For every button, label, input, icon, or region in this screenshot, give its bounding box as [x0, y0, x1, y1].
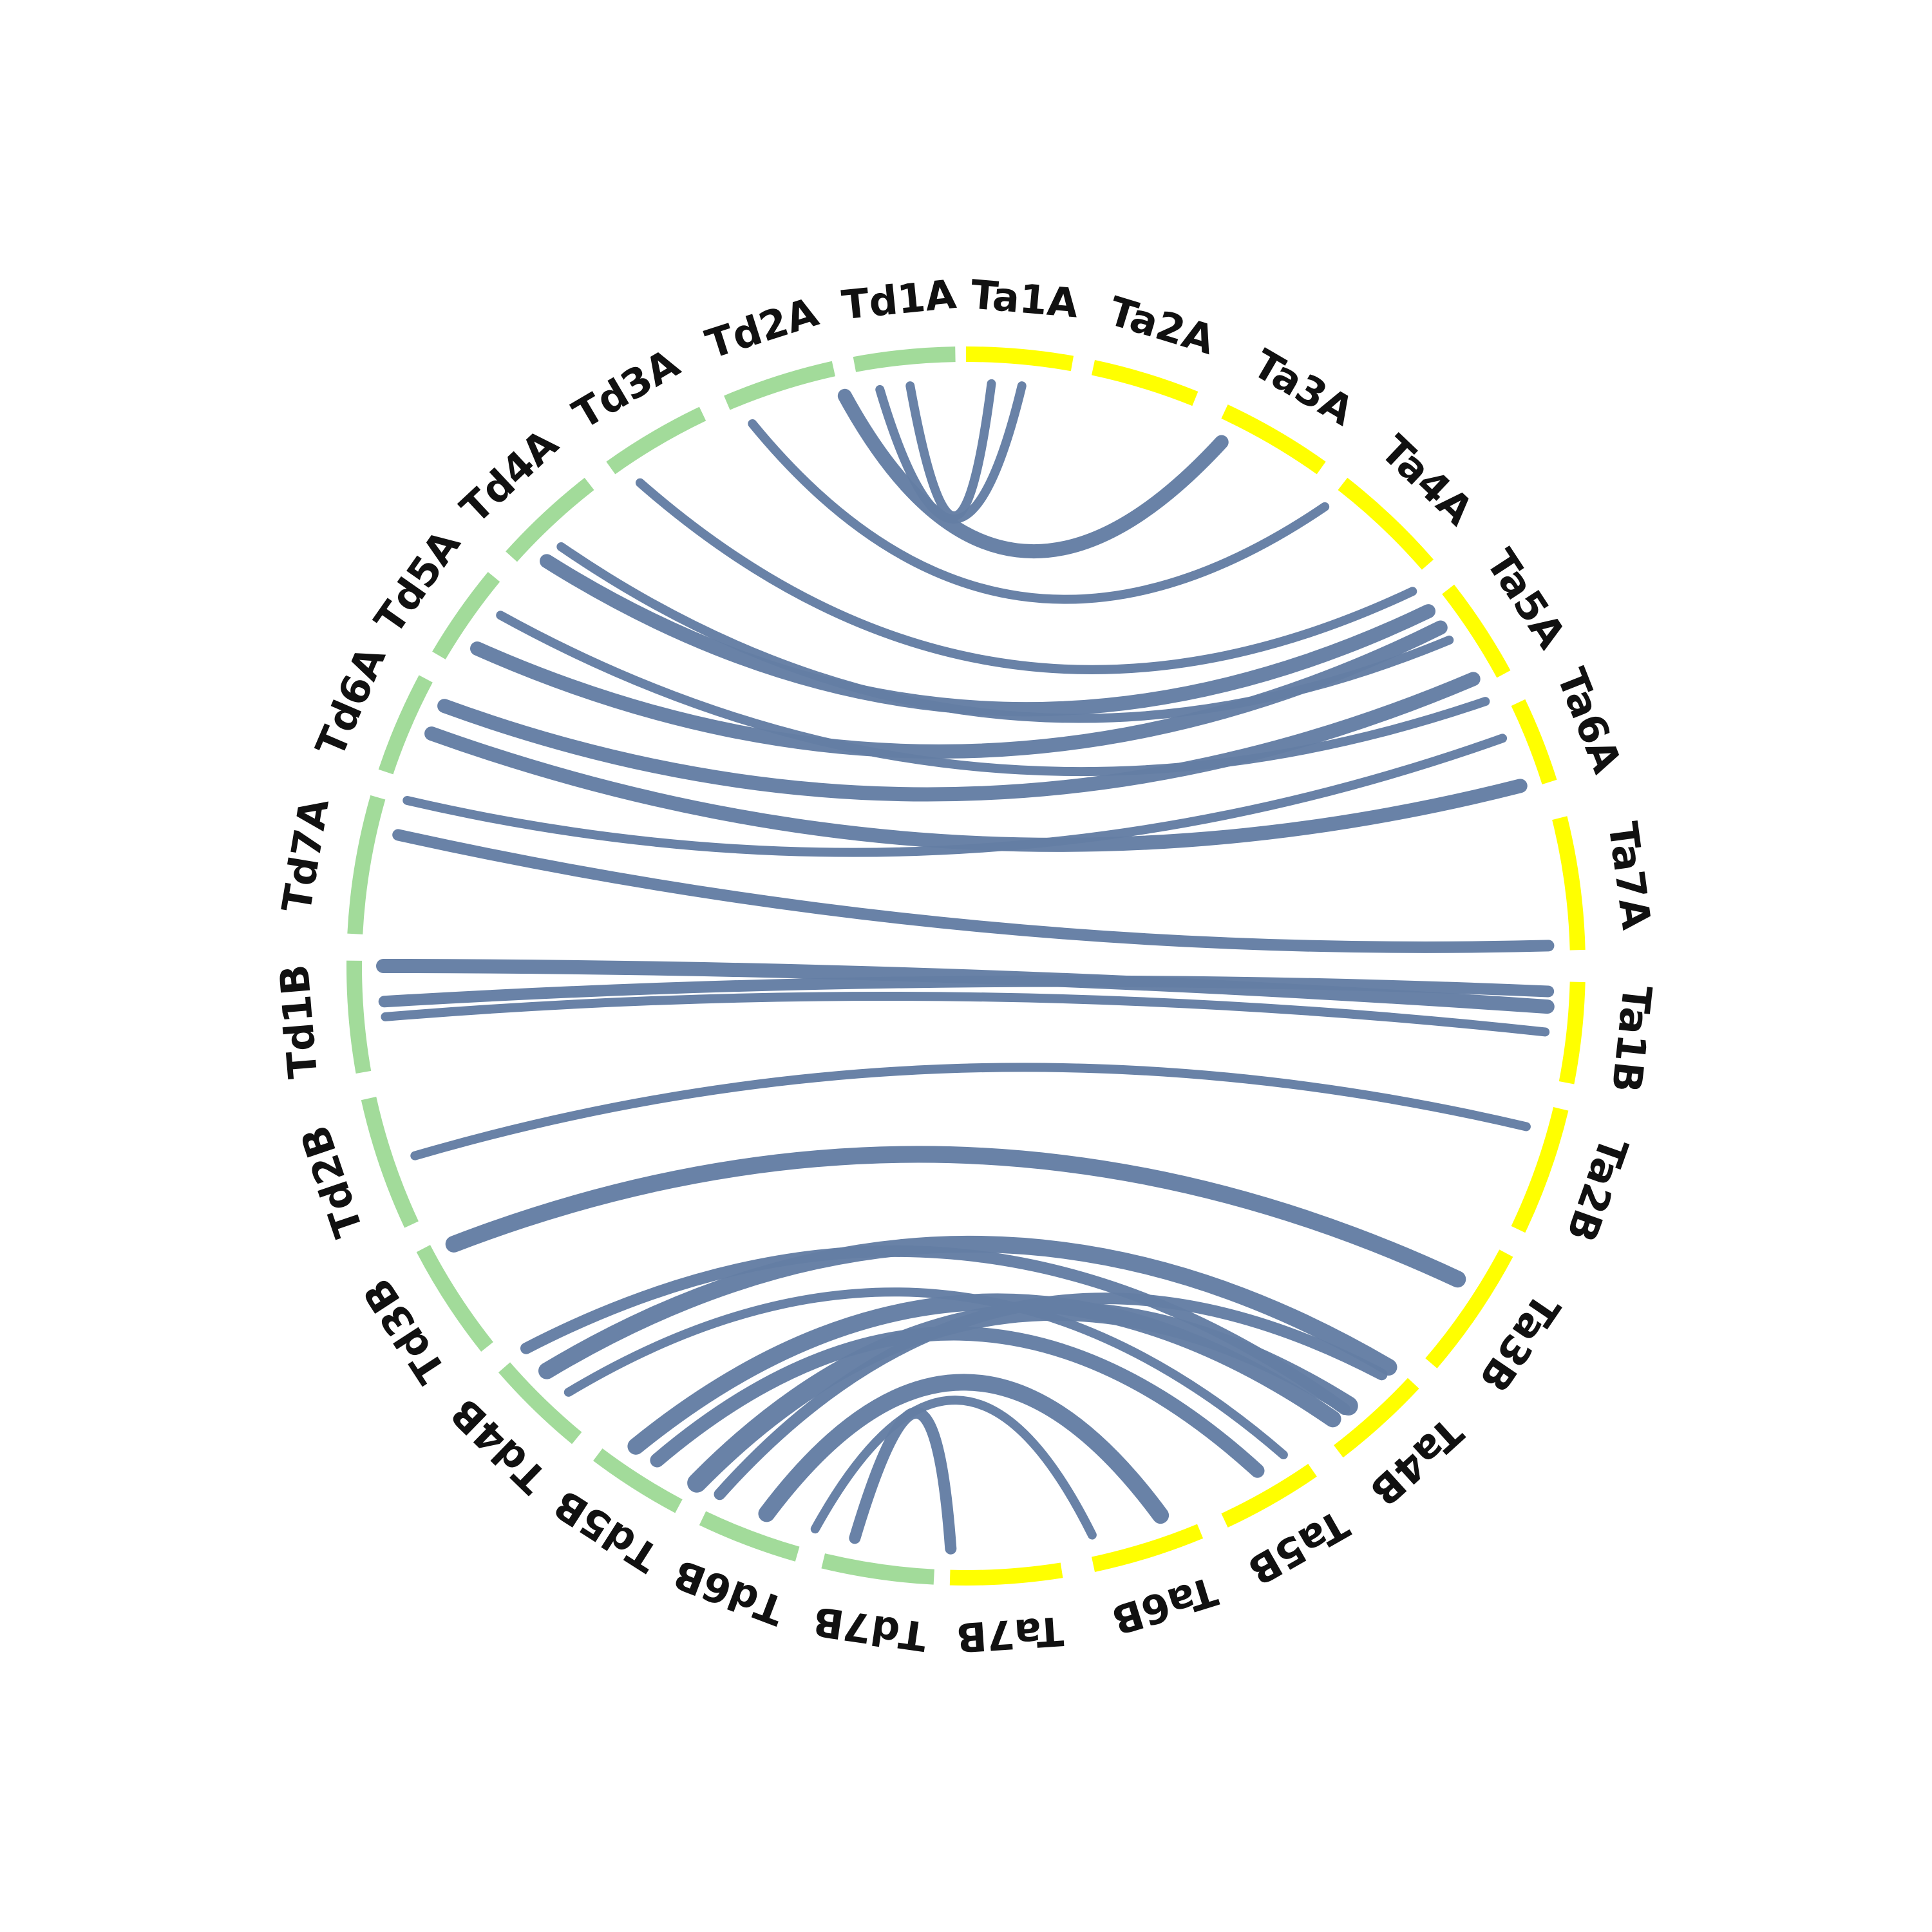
segment-ta5b [1221, 1464, 1317, 1528]
link-26 [810, 1396, 1097, 1540]
link-15 [378, 975, 1555, 1008]
segment-label-ta6a: Ta6A [1548, 662, 1631, 779]
link-10 [437, 672, 1481, 802]
link-12 [402, 734, 1508, 857]
segment-label-td1a: Td1A [840, 270, 958, 328]
segment-label-ta2a: Ta2A [1103, 287, 1220, 364]
segment-td1b [346, 960, 372, 1074]
link-17 [410, 1063, 1531, 1160]
segment-td4a [506, 477, 594, 562]
segment-ta4a [1338, 477, 1434, 570]
link-2 [875, 381, 1027, 524]
segment-td4b [498, 1362, 582, 1444]
link-20 [538, 1235, 1397, 1379]
segment-td5b [593, 1448, 683, 1513]
segment-label-ta7b: Ta7B [955, 1607, 1065, 1662]
segment-label-td6a: Td6A [307, 639, 395, 763]
segment-ta6b [1092, 1524, 1204, 1572]
segment-label-td6b: Td6B [667, 1550, 790, 1634]
segment-label-td2b: Td2B [291, 1120, 372, 1243]
link-3 [905, 379, 996, 520]
link-16 [381, 992, 1550, 1037]
segment-ta7b [949, 1562, 1063, 1586]
segment-ta5a [1442, 584, 1511, 678]
segment-td6b [699, 1511, 800, 1562]
segment-ta3b [1425, 1249, 1513, 1368]
segments-layer [346, 346, 1586, 1586]
link-21 [564, 1287, 1288, 1459]
link-27 [849, 1407, 957, 1555]
link-22 [627, 1293, 1341, 1455]
segment-td7a [347, 795, 386, 934]
segment-ta2a [1092, 360, 1198, 406]
segment-label-ta6b: Ta6B [1106, 1567, 1223, 1644]
segment-ta1b [1558, 981, 1586, 1084]
segment-label-td7b: Td7B [810, 1597, 930, 1660]
segment-label-td2a: Td2A [700, 289, 824, 368]
link-28 [714, 1293, 1388, 1501]
segment-label-ta1b: Ta1B [1602, 983, 1661, 1095]
segment-td3a [606, 406, 706, 475]
segment-td1a [853, 346, 956, 372]
segment-ta6a [1511, 699, 1557, 784]
segment-label-ta7a: Ta7A [1599, 819, 1660, 933]
segment-label-ta3a: Ta3A [1245, 340, 1361, 435]
segment-ta3a [1221, 404, 1326, 475]
link-4 [748, 419, 1330, 604]
segment-td3b [416, 1245, 493, 1352]
segment-label-ta5b: Ta5B [1240, 1501, 1357, 1595]
link-25 [758, 1374, 1170, 1524]
segment-td5a [432, 572, 500, 659]
segment-td7b [821, 1553, 934, 1585]
link-11 [424, 726, 1528, 852]
link-5 [635, 478, 1417, 674]
segment-td6a [378, 675, 433, 775]
link-7 [539, 554, 1435, 717]
link-23 [650, 1326, 1265, 1478]
segment-td2a [724, 361, 835, 410]
segment-ta2b [1511, 1106, 1569, 1233]
link-1 [837, 388, 1229, 558]
segment-label-ta1a: Ta1A [969, 270, 1080, 327]
links-layer [376, 379, 1555, 1555]
segment-td2b [361, 1097, 419, 1228]
link-13 [392, 829, 1555, 953]
segment-label-td7a: Td7A [273, 795, 338, 916]
segment-ta1a [965, 346, 1074, 372]
link-8 [496, 611, 1490, 777]
segment-ta4b [1334, 1378, 1419, 1458]
link-18 [445, 1146, 1466, 1288]
segment-ta7a [1552, 816, 1586, 951]
segment-label-td1b: Td1B [270, 963, 327, 1081]
segment-label-ta2b: Ta2B [1557, 1131, 1637, 1247]
link-9 [470, 620, 1448, 759]
